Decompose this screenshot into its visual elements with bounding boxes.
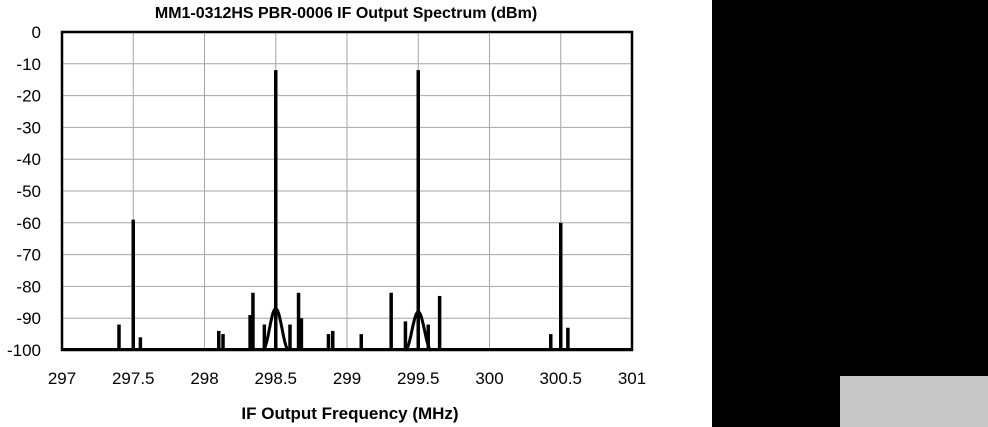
x-tick-label: 300 (475, 369, 503, 388)
x-tick-label: 300.5 (539, 369, 582, 388)
grid-lines (61, 31, 633, 351)
y-tick-label: -80 (16, 277, 41, 296)
y-tick-label: -40 (16, 150, 41, 169)
x-tick-label: 297 (48, 369, 76, 388)
x-tick-label: 301 (618, 369, 646, 388)
y-tick-label: 0 (32, 23, 41, 42)
y-tick-label: -30 (16, 118, 41, 137)
y-tick-label: -50 (16, 182, 41, 201)
black-panel (712, 0, 988, 427)
y-tick-label: -70 (16, 246, 41, 265)
y-tick-label: -60 (16, 214, 41, 233)
plot-area-frame (60, 30, 634, 352)
y-tick-label: -20 (16, 87, 41, 106)
x-axis-label: IF Output Frequency (MHz) (241, 404, 458, 423)
y-tick-label: -100 (7, 341, 41, 360)
x-tick-label: 298.5 (254, 369, 297, 388)
spectrum-chart: MM1-0312HS PBR-0006 IF Output Spectrum (… (7, 5, 646, 423)
chart-title: MM1-0312HS PBR-0006 IF Output Spectrum (… (155, 5, 537, 22)
y-axis-ticks: 0 -10 -20 -30 -40 -50 -60 -70 -80 -90 -100 (7, 23, 41, 360)
y-tick-label: -10 (16, 55, 41, 74)
x-axis-ticks: 297 297.5 298 298.5 299 299.5 300 300.5 301 (48, 369, 646, 388)
x-tick-label: 299 (333, 369, 361, 388)
x-tick-label: 297.5 (112, 369, 155, 388)
gray-panel (840, 376, 988, 427)
x-tick-label: 299.5 (397, 369, 440, 388)
x-tick-label: 298 (190, 369, 218, 388)
y-tick-label: -90 (16, 309, 41, 328)
